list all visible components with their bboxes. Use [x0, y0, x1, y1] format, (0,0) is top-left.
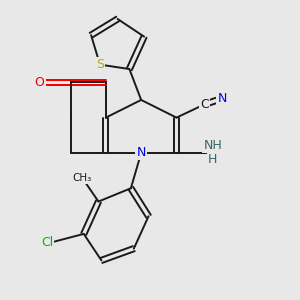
Text: Cl: Cl	[41, 236, 53, 249]
Text: N: N	[218, 92, 227, 105]
Text: C: C	[200, 98, 209, 111]
Text: O: O	[34, 76, 44, 89]
Text: NH: NH	[203, 139, 222, 152]
Text: CH₃: CH₃	[73, 173, 92, 183]
Text: H: H	[208, 153, 218, 166]
Text: N: N	[136, 146, 146, 159]
Text: S: S	[96, 58, 104, 71]
